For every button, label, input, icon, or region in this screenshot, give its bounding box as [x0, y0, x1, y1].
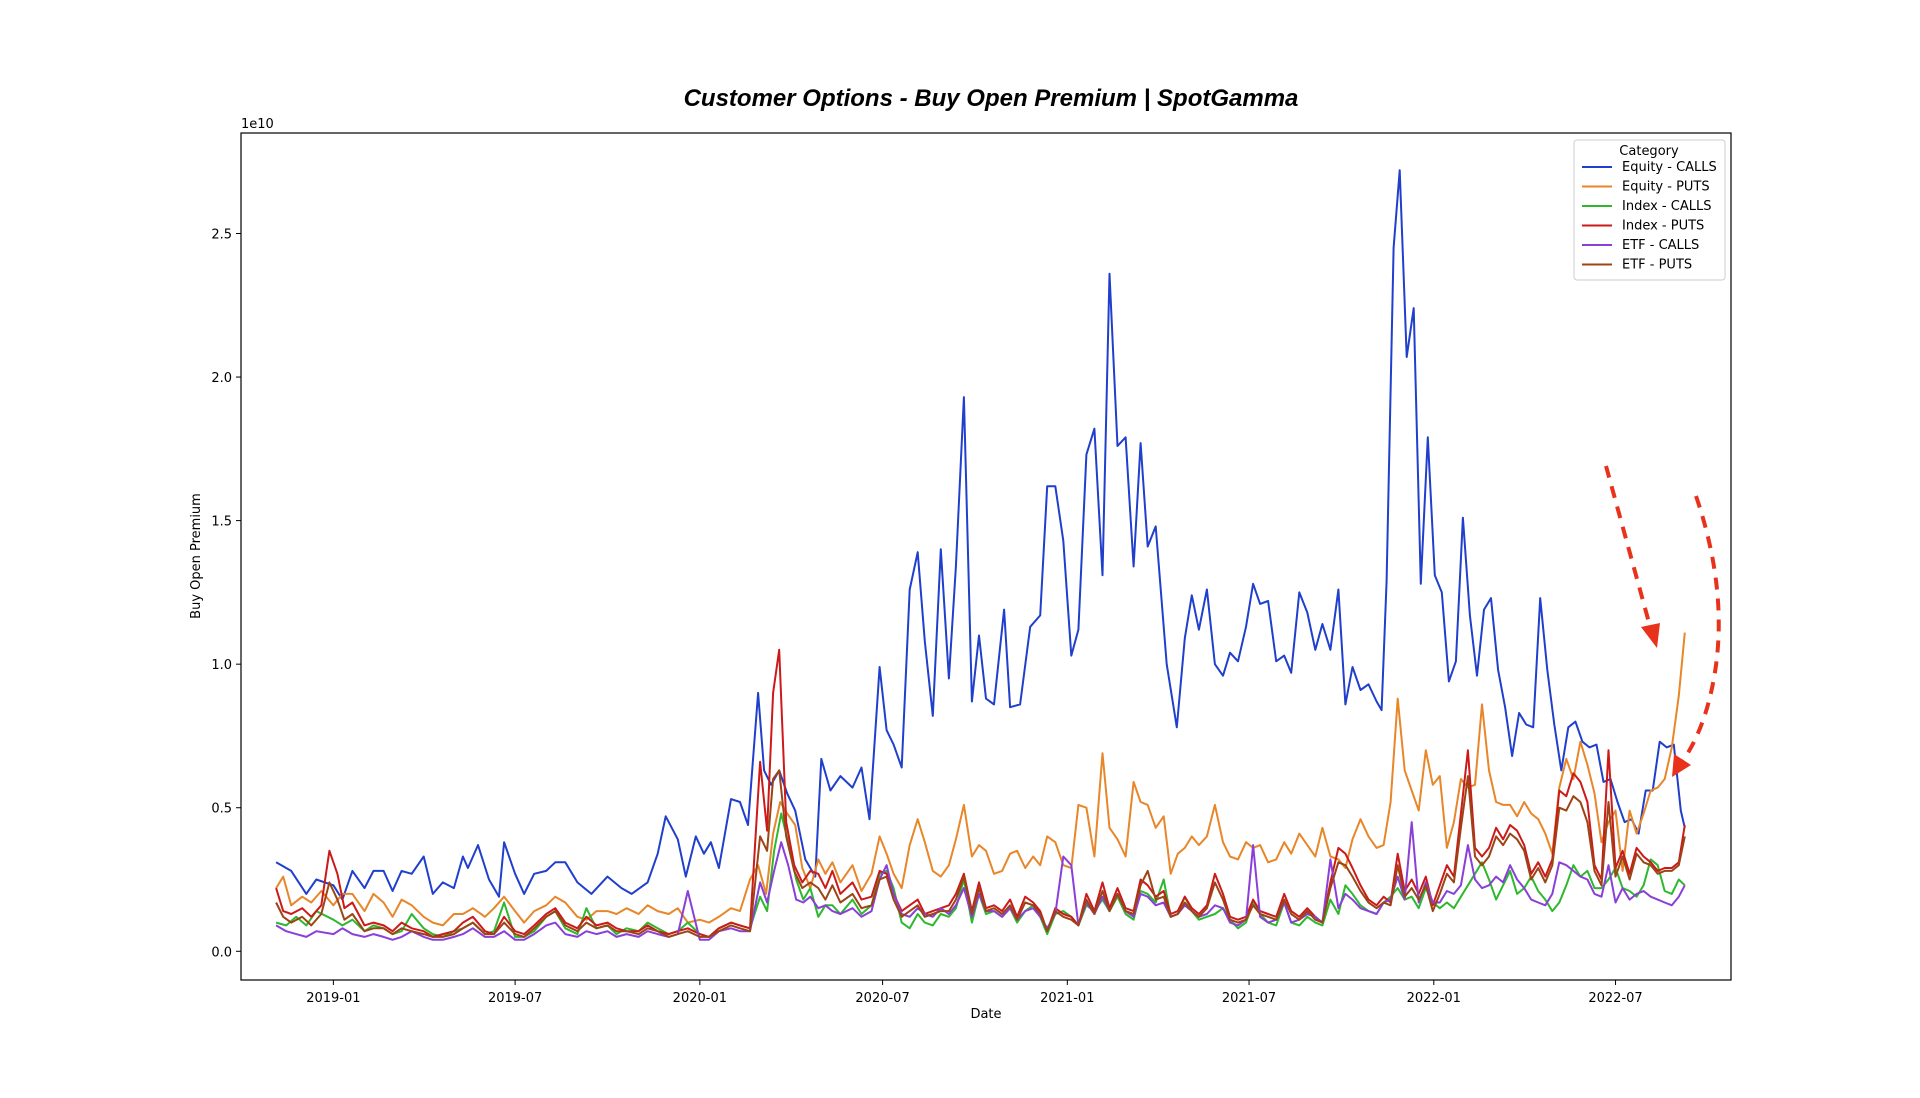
legend-label: Equity - CALLS: [1622, 160, 1717, 175]
annotation-arrow-shaft: [1680, 495, 1721, 764]
legend-label: ETF - CALLS: [1622, 238, 1699, 253]
x-tick-label: 2022-07: [1588, 991, 1642, 1006]
y-tick-label: 2.5: [211, 227, 232, 242]
series-line-equity-calls: [275, 169, 1686, 901]
y-tick-label: 0.0: [211, 945, 232, 960]
legend-label: Index - CALLS: [1622, 199, 1711, 214]
y-tick-label: 0.5: [211, 802, 232, 817]
annotation-arrowhead: [1641, 623, 1660, 648]
y-axis-label: Buy Open Premium: [189, 493, 204, 619]
y-tick-label: 1.0: [211, 658, 232, 673]
x-tick-label: 2021-07: [1222, 991, 1276, 1006]
x-tick-label: 2020-01: [673, 991, 727, 1006]
y-offset-label: 1e10: [241, 117, 274, 132]
series-line-etf-puts: [275, 769, 1686, 938]
x-tick-label: 2022-01: [1407, 991, 1461, 1006]
y-tick-label: 2.0: [211, 371, 232, 386]
y-tick-label: 1.5: [211, 515, 232, 530]
x-tick-label: 2019-01: [306, 991, 360, 1006]
series-layer: [275, 169, 1686, 941]
x-axis-label: Date: [970, 1007, 1001, 1022]
legend-label: Index - PUTS: [1622, 219, 1704, 234]
annotation-arrowhead: [1672, 754, 1691, 777]
x-tick-label: 2021-01: [1040, 991, 1094, 1006]
annotation-arrow-shaft: [1604, 465, 1653, 631]
plot-frame: [240, 132, 1732, 981]
y-axis: 0.0 0.5 1.0 1.5 2.0 2.5: [211, 227, 241, 960]
x-axis: 2019-01 2019-07 2020-01 2020-07 2021-01 2021-…: [306, 980, 1643, 1006]
chart-title: Customer Options - Buy Open Premium | Sp…: [684, 85, 1299, 112]
series-line-equity-puts: [275, 632, 1686, 927]
x-tick-label: 2019-07: [488, 991, 542, 1006]
legend-label: Equity - PUTS: [1622, 180, 1710, 195]
legend-label: ETF - PUTS: [1622, 258, 1692, 273]
legend: Category Equity - CALLS Equity - PUTS Inde…: [1573, 139, 1726, 281]
series-line-index-calls: [275, 812, 1686, 938]
legend-title: Category: [1619, 144, 1679, 159]
series-line-etf-calls: [275, 821, 1686, 941]
annotation-layer: [1604, 465, 1721, 777]
x-tick-label: 2020-07: [855, 991, 909, 1006]
